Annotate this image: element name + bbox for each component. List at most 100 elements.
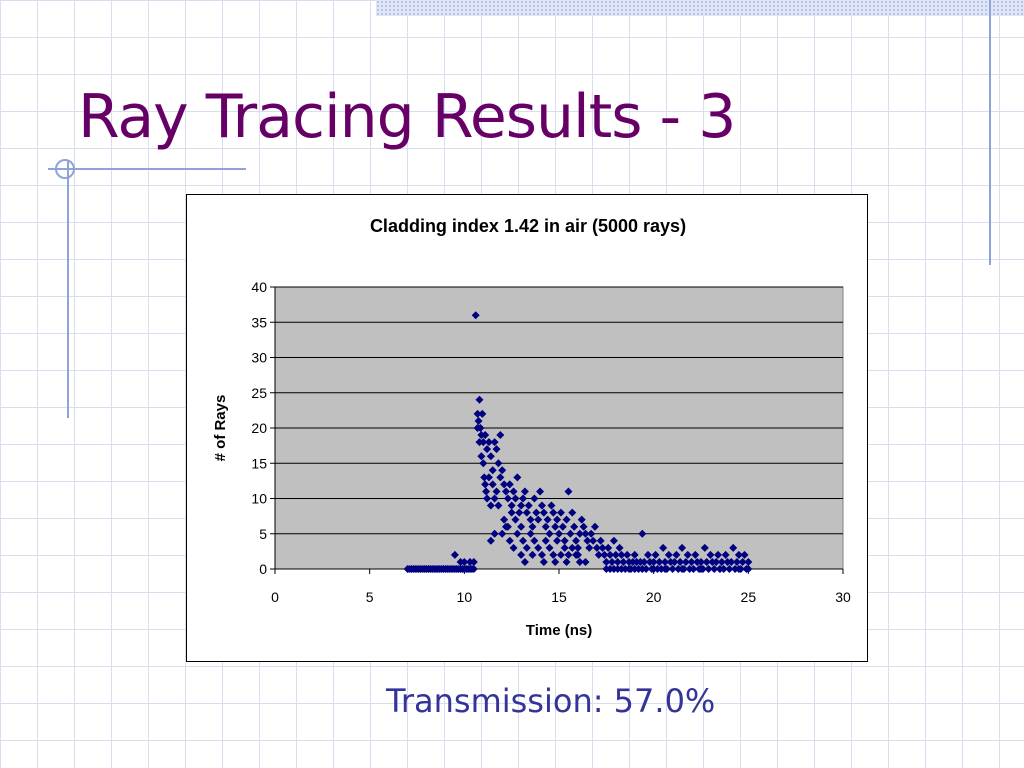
data-point	[706, 550, 715, 559]
data-point	[691, 550, 700, 559]
data-point	[513, 529, 522, 538]
data-point	[545, 543, 554, 552]
data-point	[507, 508, 516, 517]
data-point	[482, 487, 491, 496]
data-point	[494, 501, 503, 510]
data-point	[543, 515, 552, 524]
data-point	[568, 508, 577, 517]
data-point	[473, 409, 482, 418]
y-tick-label: 15	[251, 455, 267, 471]
chart-title: Cladding index 1.42 in air (5000 rays)	[370, 216, 686, 236]
data-point	[474, 416, 483, 425]
data-point	[536, 487, 545, 496]
data-point	[549, 550, 558, 559]
data-point	[697, 557, 705, 566]
data-point	[532, 508, 541, 517]
data-point	[575, 557, 584, 566]
y-tick-label: 40	[251, 279, 267, 295]
data-point	[560, 543, 569, 552]
data-point	[570, 522, 579, 531]
data-point	[475, 395, 484, 404]
data-point	[744, 565, 753, 573]
data-point	[738, 557, 747, 566]
data-point	[655, 557, 664, 566]
data-point	[551, 557, 560, 566]
data-point	[481, 431, 490, 440]
data-point	[568, 543, 577, 552]
data-point	[496, 473, 505, 482]
data-point	[498, 529, 507, 538]
data-point	[573, 550, 582, 559]
data-point	[517, 522, 526, 531]
data-point	[615, 543, 624, 552]
data-point	[509, 543, 518, 552]
data-point	[712, 557, 721, 566]
data-point	[486, 536, 495, 545]
data-point	[710, 565, 719, 573]
data-point	[611, 550, 620, 559]
data-point	[537, 550, 546, 559]
data-point	[551, 522, 560, 531]
data-point	[625, 565, 634, 573]
data-point	[727, 557, 736, 566]
data-point	[630, 565, 639, 573]
data-point	[526, 529, 535, 538]
data-point	[585, 543, 594, 552]
data-point	[522, 508, 531, 517]
data-point	[483, 494, 492, 503]
top-decorative-band	[376, 0, 1024, 16]
data-point	[473, 424, 482, 432]
data-point	[577, 515, 586, 524]
data-point	[478, 409, 487, 418]
data-point	[575, 529, 584, 538]
data-point	[494, 459, 503, 468]
data-point	[528, 550, 537, 559]
data-point	[509, 487, 518, 496]
data-point	[547, 501, 556, 510]
data-point	[537, 501, 546, 510]
data-point	[530, 536, 539, 545]
data-point	[511, 515, 520, 524]
data-point	[492, 445, 501, 454]
data-point	[549, 508, 558, 517]
data-point	[528, 522, 537, 531]
decorative-vertical-line-right	[989, 0, 991, 265]
data-point	[545, 529, 554, 538]
data-point	[486, 501, 495, 510]
data-point	[517, 501, 526, 510]
data-point	[668, 565, 677, 573]
data-point	[522, 543, 531, 552]
x-axis-label: Time (ns)	[526, 622, 592, 639]
data-point	[484, 473, 493, 482]
data-point	[602, 557, 611, 566]
data-point	[505, 536, 514, 545]
data-point	[609, 536, 618, 545]
data-point	[638, 529, 647, 538]
data-point	[640, 557, 649, 566]
y-tick-label: 0	[259, 561, 267, 577]
data-point	[600, 550, 609, 559]
data-point	[496, 431, 505, 440]
x-tick-label: 15	[551, 589, 567, 605]
x-tick-label: 0	[271, 589, 279, 605]
data-point	[566, 529, 575, 538]
data-point	[477, 452, 486, 461]
decorative-vertical-line-left	[67, 160, 69, 418]
data-point	[558, 522, 567, 531]
data-point	[744, 557, 753, 566]
data-point	[519, 494, 528, 503]
data-point	[562, 557, 571, 566]
data-point	[469, 565, 478, 573]
title-underline	[48, 168, 246, 170]
data-point	[619, 557, 628, 566]
data-point	[592, 543, 601, 552]
x-tick-label: 5	[366, 589, 374, 605]
data-point	[729, 543, 738, 552]
data-point	[553, 515, 562, 524]
y-tick-label: 30	[251, 350, 267, 366]
data-point	[661, 565, 670, 573]
data-point	[488, 480, 497, 489]
data-point	[471, 311, 480, 320]
data-point	[721, 550, 730, 559]
data-point	[564, 487, 573, 496]
